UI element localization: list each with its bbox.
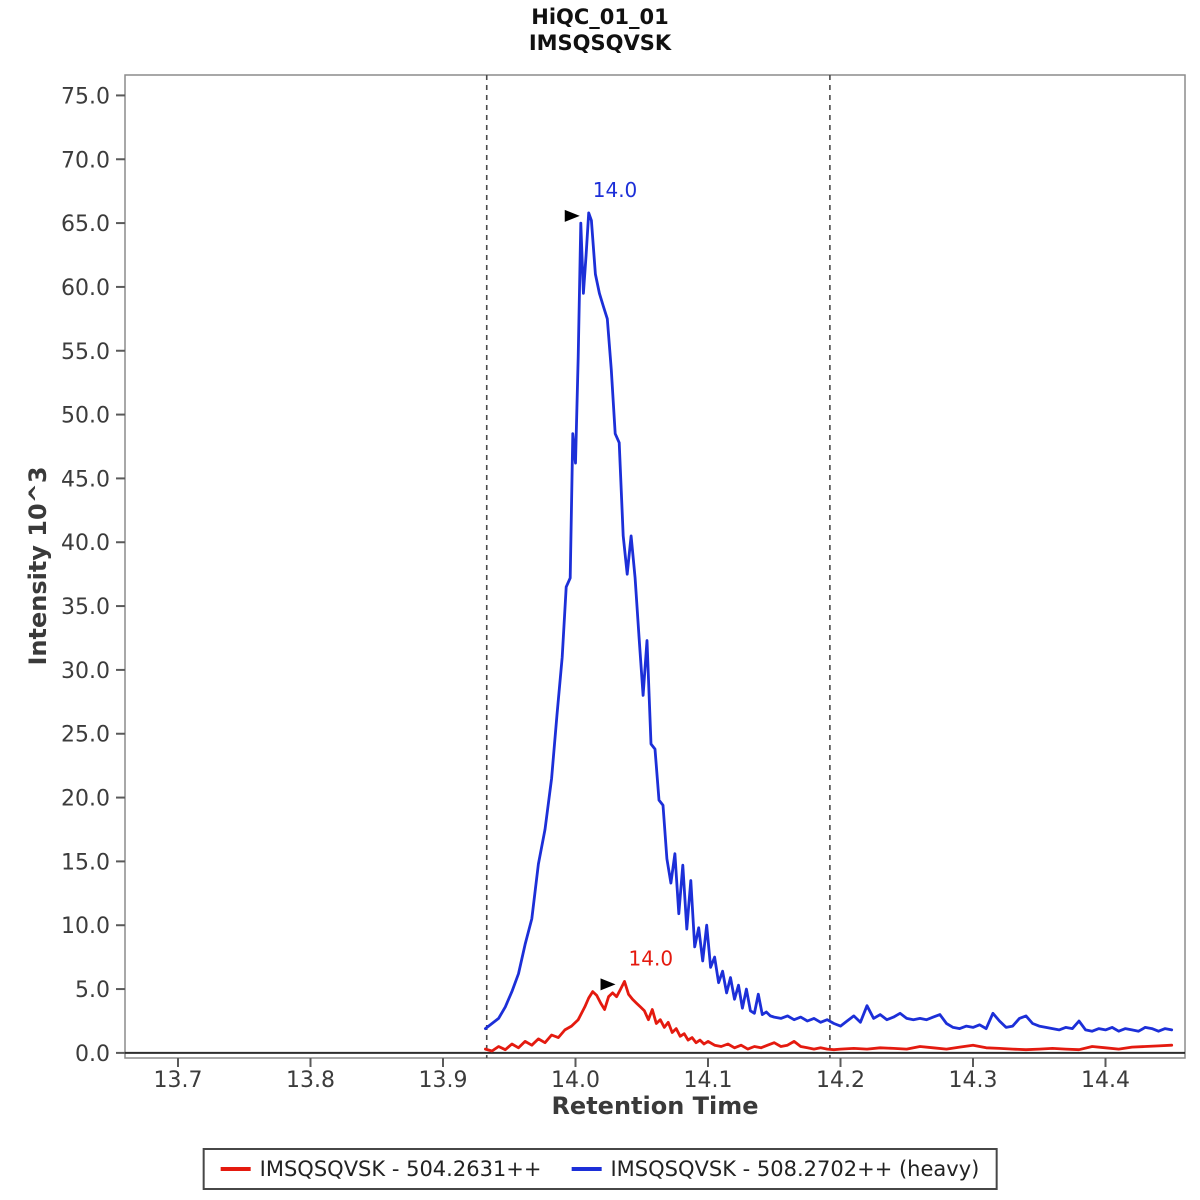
svg-text:30.0: 30.0 bbox=[61, 659, 110, 684]
light-series-line-icon bbox=[220, 1167, 251, 1171]
svg-text:20.0: 20.0 bbox=[61, 787, 110, 812]
legend-label-heavy: IMSQSQVSK - 508.2702++ (heavy) bbox=[610, 1157, 980, 1181]
svg-text:10.0: 10.0 bbox=[61, 914, 110, 939]
heavy-series-line-icon bbox=[571, 1167, 602, 1171]
svg-text:55.0: 55.0 bbox=[61, 340, 110, 365]
legend: IMSQSQVSK - 504.2631++ IMSQSQVSK - 508.2… bbox=[202, 1148, 998, 1190]
chart-title: HiQC_01_01 IMSQSQVSK bbox=[0, 4, 1200, 56]
svg-text:60.0: 60.0 bbox=[61, 276, 110, 301]
svg-text:0.0: 0.0 bbox=[75, 1042, 110, 1067]
svg-text:40.0: 40.0 bbox=[61, 531, 110, 556]
legend-item-heavy: IMSQSQVSK - 508.2702++ (heavy) bbox=[571, 1157, 979, 1181]
legend-label-light: IMSQSQVSK - 504.2631++ bbox=[259, 1157, 542, 1181]
svg-text:50.0: 50.0 bbox=[61, 404, 110, 429]
svg-text:15.0: 15.0 bbox=[61, 850, 110, 875]
chart-title-line-2: IMSQSQVSK bbox=[528, 31, 672, 55]
svg-text:14.4: 14.4 bbox=[1081, 1068, 1130, 1093]
svg-text:14.0: 14.0 bbox=[551, 1068, 600, 1093]
svg-text:65.0: 65.0 bbox=[61, 212, 110, 237]
legend-item-light: IMSQSQVSK - 504.2631++ bbox=[220, 1157, 542, 1181]
svg-text:13.8: 13.8 bbox=[286, 1068, 335, 1093]
svg-text:25.0: 25.0 bbox=[61, 723, 110, 748]
svg-text:13.9: 13.9 bbox=[419, 1068, 468, 1093]
svg-text:14.3: 14.3 bbox=[949, 1068, 998, 1093]
chart-title-line-1: HiQC_01_01 bbox=[531, 5, 669, 29]
svg-text:14.0: 14.0 bbox=[629, 946, 674, 970]
svg-text:45.0: 45.0 bbox=[61, 467, 110, 492]
svg-text:14.2: 14.2 bbox=[816, 1068, 865, 1093]
svg-text:35.0: 35.0 bbox=[61, 595, 110, 620]
svg-text:75.0: 75.0 bbox=[61, 84, 110, 109]
svg-text:14.0: 14.0 bbox=[593, 178, 638, 202]
svg-text:13.7: 13.7 bbox=[154, 1068, 203, 1093]
svg-text:5.0: 5.0 bbox=[75, 978, 110, 1003]
svg-text:70.0: 70.0 bbox=[61, 148, 110, 173]
y-axis-title: Intensity 10^3 bbox=[24, 466, 52, 666]
x-axis-title: Retention Time bbox=[551, 1092, 759, 1120]
svg-text:14.1: 14.1 bbox=[684, 1068, 733, 1093]
